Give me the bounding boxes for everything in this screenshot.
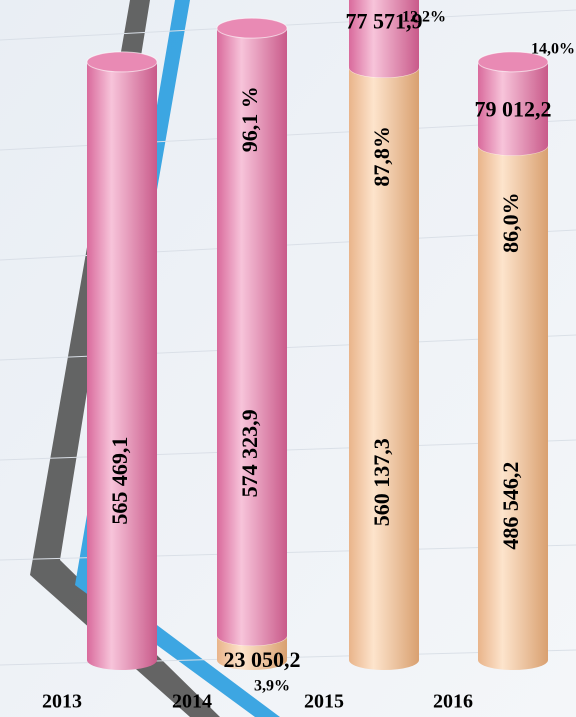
cylinder-top (86, 51, 158, 73)
bar (87, 61, 157, 660)
cylinder-top (477, 51, 549, 73)
share-label: 14,0% (531, 40, 575, 57)
value-label: 23 050,2 (224, 647, 301, 672)
share-label: 3,9% (254, 678, 290, 695)
value-label: 79 012,2 (475, 97, 552, 122)
bar (349, 67, 419, 660)
bar (478, 145, 548, 661)
value-label: 560 137,3 (369, 438, 394, 526)
bar (478, 61, 548, 146)
value-label: 565 469,1 (107, 437, 132, 525)
value-label: 574 323,9 (237, 409, 262, 497)
share-label: 86,0% (498, 192, 523, 253)
x-tick-label: 2016 (433, 691, 473, 713)
bar (349, 0, 419, 68)
x-tick-label: 2013 (42, 691, 82, 713)
bar (217, 28, 287, 636)
value-label: 77 571,9 (346, 9, 423, 34)
share-label: 12,2% (402, 9, 446, 26)
value-label: 486 546,2 (498, 462, 523, 550)
x-tick-label: 2015 (304, 691, 344, 713)
share-label: 87,8% (369, 126, 394, 187)
cylinder-top (216, 17, 288, 39)
share-label: 96,1 % (237, 86, 262, 152)
x-tick-label: 2014 (172, 691, 212, 713)
